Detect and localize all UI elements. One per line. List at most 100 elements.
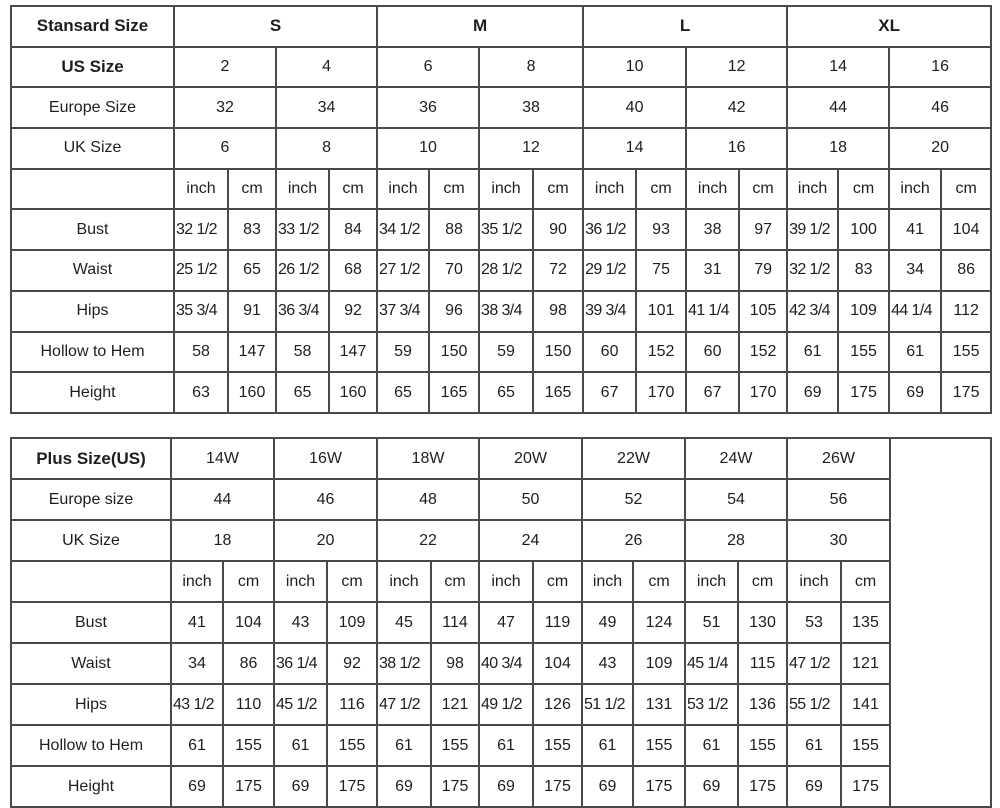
measurement-value: 141 xyxy=(840,683,891,726)
measurement-value: 92 xyxy=(326,642,378,685)
size-group-l: L xyxy=(582,5,789,48)
measurement-label: Bust xyxy=(10,208,175,252)
size-value: 18 xyxy=(170,519,275,562)
size-value: 16 xyxy=(888,45,993,89)
measurement-row: Hips 35 3/4 91 36 3/4 92 37 3/4 96 38 3/4 98 39 3… xyxy=(10,289,993,333)
us-size-row: US Size 2 4 6 8 10 12 14 16 xyxy=(10,45,993,89)
measurement-value: 32 1/2 xyxy=(173,208,229,252)
measurement-value: 61 xyxy=(273,724,328,767)
row-label-empty xyxy=(10,167,175,211)
measurement-row: Bust 41 104 43 109 45 114 47 119 49 124 51 130 53 135 xyxy=(10,601,991,644)
measurement-value: 51 1/2 xyxy=(581,683,634,726)
size-value: 48 xyxy=(376,478,480,521)
measurement-value: 69 xyxy=(376,765,432,808)
measurement-value: 155 xyxy=(532,724,583,767)
measurement-value: 61 xyxy=(170,724,224,767)
measurement-value: 59 xyxy=(478,330,535,374)
size-value: 34 xyxy=(274,86,379,130)
measurement-value: 35 1/2 xyxy=(478,208,535,252)
unit-inch: inch xyxy=(685,167,741,211)
row-label: US Size xyxy=(10,45,175,89)
unit-cm: cm xyxy=(327,167,379,211)
measurement-value: 58 xyxy=(275,330,330,374)
unit-inch: inch xyxy=(173,167,229,211)
measurement-value: 175 xyxy=(940,371,993,414)
measurement-value: 100 xyxy=(837,208,891,252)
measurement-value: 126 xyxy=(532,683,583,726)
measurement-value: 175 xyxy=(632,765,686,808)
measurement-value: 43 xyxy=(581,642,634,685)
measurement-value: 38 3/4 xyxy=(478,289,535,333)
plus-size-value: 18W xyxy=(376,437,480,480)
unit-inch: inch xyxy=(582,167,638,211)
size-value: 6 xyxy=(173,127,277,170)
measurement-value: 109 xyxy=(632,642,686,685)
measurement-value: 68 xyxy=(327,249,379,292)
measurement-value: 34 xyxy=(888,249,943,292)
unit-inch: inch xyxy=(376,560,432,603)
measurement-value: 155 xyxy=(430,724,480,767)
measurement-value: 53 1/2 xyxy=(684,683,739,726)
measurement-value: 47 1/2 xyxy=(786,642,842,685)
size-value: 2 xyxy=(173,45,277,89)
row-label: Europe size xyxy=(10,478,172,521)
row-label: UK Size xyxy=(10,127,175,170)
measurement-value: 26 1/2 xyxy=(275,249,330,292)
measurement-label: Height xyxy=(10,371,175,414)
size-value: 8 xyxy=(274,127,379,170)
unit-inch: inch xyxy=(786,560,842,603)
measurement-value: 69 xyxy=(786,765,842,808)
measurement-value: 115 xyxy=(737,642,788,685)
measurement-value: 98 xyxy=(430,642,480,685)
size-value: 50 xyxy=(478,478,583,521)
measurement-value: 165 xyxy=(428,371,481,414)
measurement-row: Waist 34 86 36 1/4 92 38 1/2 98 40 3/4 104 43 109 4… xyxy=(10,642,991,685)
unit-cm: cm xyxy=(532,167,585,211)
measurement-value: 38 xyxy=(685,208,741,252)
size-value: 18 xyxy=(786,127,891,170)
measurement-value: 112 xyxy=(940,289,993,333)
measurement-value: 44 1/4 xyxy=(888,289,943,333)
measurement-value: 91 xyxy=(227,289,277,333)
unit-cm: cm xyxy=(635,167,688,211)
header-row: Plus Size(US) 14W 16W 18W 20W 22W 24W 26W xyxy=(10,437,992,808)
measurement-label: Bust xyxy=(10,601,172,644)
europe-size-row: Europe size 44 46 48 50 52 54 56 xyxy=(10,478,991,521)
plus-size-value: 22W xyxy=(581,437,686,480)
size-value: 30 xyxy=(786,519,891,562)
measurement-value: 43 xyxy=(273,601,328,644)
measurement-value: 165 xyxy=(532,371,585,414)
measurement-value: 69 xyxy=(684,765,739,808)
measurement-value: 147 xyxy=(227,330,277,374)
unit-cm: cm xyxy=(222,560,275,603)
measurement-value: 60 xyxy=(582,330,638,374)
measurement-value: 41 1/4 xyxy=(685,289,741,333)
size-value: 24 xyxy=(478,519,583,562)
measurement-value: 152 xyxy=(738,330,789,374)
measurement-value: 25 1/2 xyxy=(173,249,229,292)
measurement-value: 58 xyxy=(173,330,229,374)
unit-inch: inch xyxy=(684,560,739,603)
measurement-label: Hollow to Hem xyxy=(10,724,172,767)
size-value: 10 xyxy=(582,45,688,89)
measurement-value: 70 xyxy=(428,249,481,292)
measurement-value: 98 xyxy=(532,289,585,333)
measurement-value: 175 xyxy=(222,765,275,808)
measurement-value: 155 xyxy=(940,330,993,374)
size-value: 52 xyxy=(581,478,686,521)
measurement-value: 109 xyxy=(326,601,378,644)
unit-inch: inch xyxy=(478,560,534,603)
size-value: 28 xyxy=(684,519,788,562)
measurement-value: 27 1/2 xyxy=(376,249,431,292)
unit-cm: cm xyxy=(840,560,891,603)
measurement-value: 51 xyxy=(684,601,739,644)
measurement-value: 43 1/2 xyxy=(170,683,224,726)
measurement-value: 92 xyxy=(327,289,379,333)
unit-cm: cm xyxy=(532,560,583,603)
measurement-value: 114 xyxy=(430,601,480,644)
measurement-value: 69 xyxy=(478,765,534,808)
unit-cm: cm xyxy=(737,560,788,603)
measurement-value: 88 xyxy=(428,208,481,252)
unit-cm: cm xyxy=(837,167,891,211)
measurement-value: 119 xyxy=(532,601,583,644)
